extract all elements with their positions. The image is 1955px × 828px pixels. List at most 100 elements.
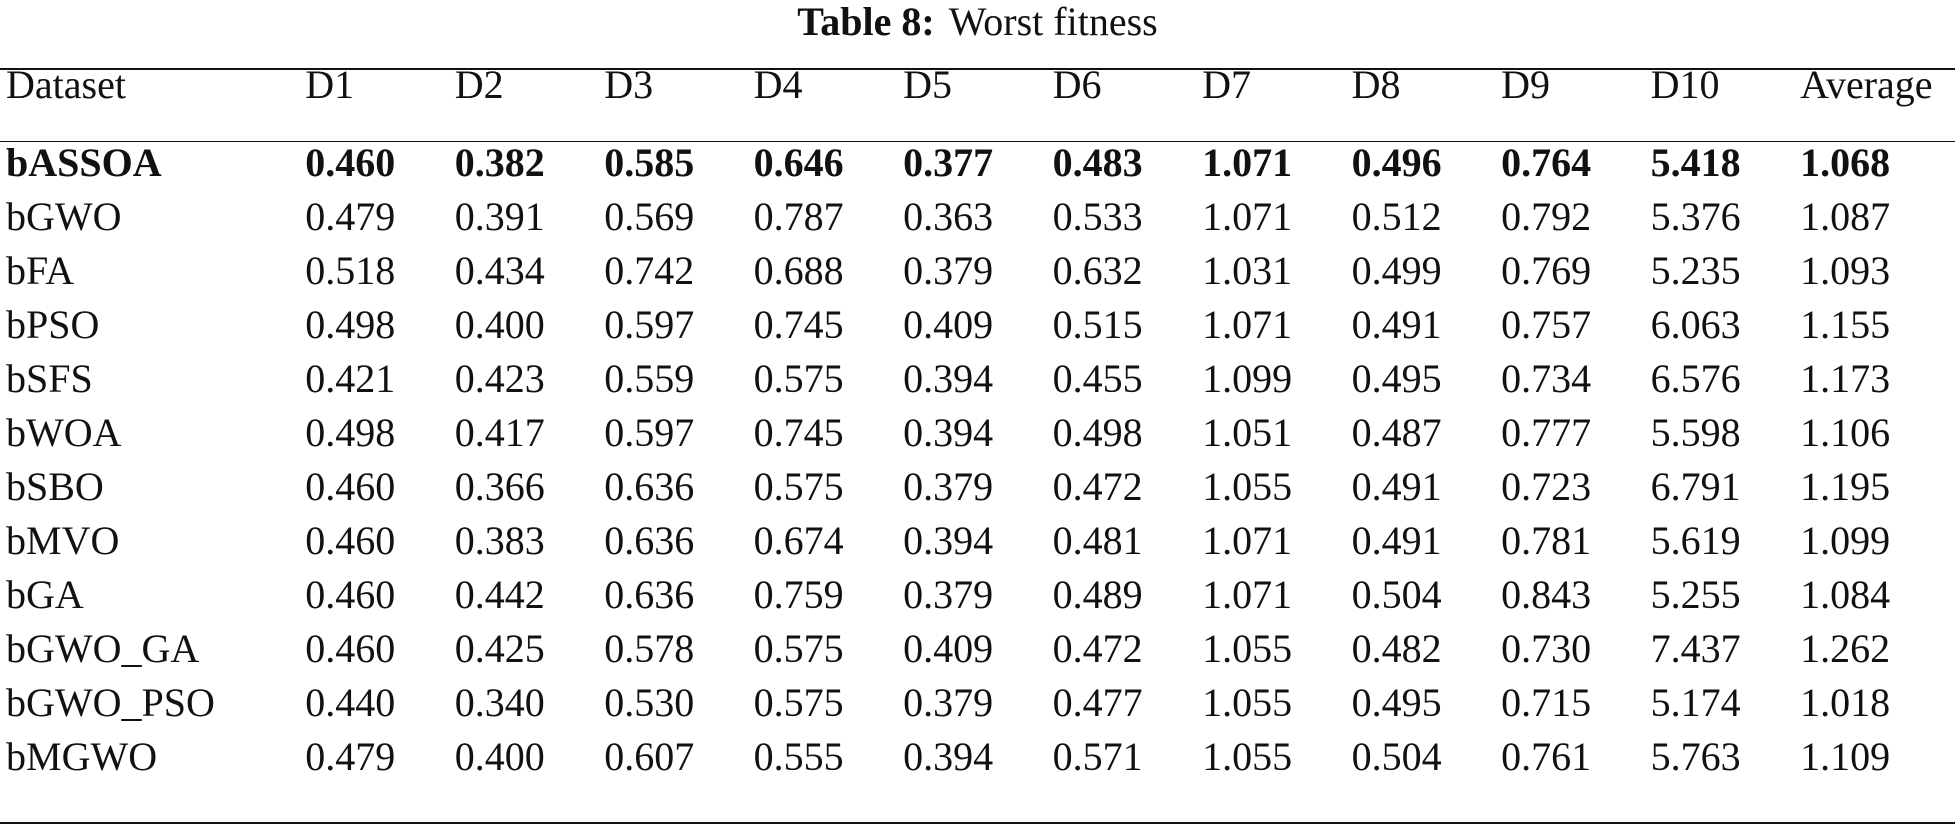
row-dataset-name: bPSO — [6, 301, 100, 347]
column-header: Average — [1800, 61, 1933, 107]
table-cell: 0.499 — [1351, 247, 1442, 293]
table-cell: 0.777 — [1501, 409, 1592, 455]
column-header: D9 — [1501, 61, 1550, 107]
table-cell: 0.636 — [604, 571, 695, 617]
column-header: D4 — [753, 61, 803, 107]
table-cell: 0.379 — [903, 679, 994, 725]
table-cell: 1.087 — [1800, 193, 1891, 239]
table-row: bASSOA 0.460 0.382 0.585 0.646 0.377 0.483 1.07… — [0, 135, 1955, 189]
table-row: bMGWO 0.479 0.400 0.607 0.555 0.394 0.571 1.055… — [0, 729, 1955, 783]
column-header: D10 — [1650, 61, 1720, 107]
row-dataset-name: bMVO — [6, 517, 120, 563]
table-row: bGA 0.460 0.442 0.636 0.759 0.379 0.489 1.071 0.… — [0, 567, 1955, 621]
table-cell: 1.262 — [1800, 625, 1891, 671]
row-dataset-name: bSBO — [6, 463, 104, 509]
table-header-rule — [0, 141, 1955, 142]
table-cell: 1.055 — [1202, 463, 1293, 509]
table-cell: 0.792 — [1501, 193, 1592, 239]
table-cell: 0.417 — [454, 409, 545, 455]
column-header: D6 — [1052, 61, 1102, 107]
table-cell: 0.434 — [454, 247, 545, 293]
table-cell: 0.477 — [1052, 679, 1143, 725]
table-cell: 0.607 — [604, 733, 695, 779]
table-cell: 0.400 — [454, 301, 545, 347]
table-cell: 0.394 — [903, 733, 994, 779]
table-cell: 0.498 — [305, 409, 396, 455]
table-cell: 5.255 — [1650, 571, 1741, 617]
table-cell: 0.764 — [1501, 139, 1592, 185]
column-header: D3 — [604, 61, 654, 107]
table-cell: 0.575 — [753, 355, 844, 401]
table-cell: 0.571 — [1052, 733, 1143, 779]
row-dataset-name: bGA — [6, 571, 84, 617]
table-cell: 0.491 — [1351, 301, 1442, 347]
table-cell: 0.383 — [454, 517, 545, 563]
table-cell: 0.394 — [903, 409, 994, 455]
table-cell: 0.379 — [903, 247, 994, 293]
table-cell: 0.504 — [1351, 733, 1442, 779]
table-cell: 0.400 — [454, 733, 545, 779]
table-cell: 6.576 — [1650, 355, 1741, 401]
table-row: bGWO_GA 0.460 0.425 0.578 0.575 0.409 0.472 1.0… — [0, 621, 1955, 675]
table-row: bSFS 0.421 0.423 0.559 0.575 0.394 0.455 1.099 0… — [0, 351, 1955, 405]
table-cell: 0.472 — [1052, 625, 1143, 671]
column-header: D2 — [454, 61, 504, 107]
column-header: D1 — [305, 61, 355, 107]
table-cell: 0.379 — [903, 463, 994, 509]
table-cell: 6.791 — [1650, 463, 1741, 509]
table-row: bMVO 0.460 0.383 0.636 0.674 0.394 0.481 1.071 0… — [0, 513, 1955, 567]
table-cell: 0.366 — [454, 463, 545, 509]
table-cell: 0.787 — [753, 193, 844, 239]
table-cell: 0.489 — [1052, 571, 1143, 617]
table-cell: 0.559 — [604, 355, 695, 401]
table-cell: 1.071 — [1202, 517, 1293, 563]
table-cell: 0.391 — [454, 193, 545, 239]
row-dataset-name: bMGWO — [6, 733, 158, 779]
table-cell: 0.455 — [1052, 355, 1143, 401]
table-cell: 0.460 — [305, 517, 396, 563]
table-cell: 0.440 — [305, 679, 396, 725]
table-cell: 0.472 — [1052, 463, 1143, 509]
table-cell: 0.530 — [604, 679, 695, 725]
column-header: Dataset — [6, 61, 126, 107]
table-row: bGWO 0.479 0.391 0.569 0.787 0.363 0.533 1.071 0… — [0, 189, 1955, 243]
table-cell: 6.063 — [1650, 301, 1741, 347]
table-cell: 0.636 — [604, 517, 695, 563]
row-dataset-name: bWOA — [6, 409, 122, 455]
table-cell: 0.585 — [604, 139, 695, 185]
table-cell: 1.084 — [1800, 571, 1891, 617]
table-cell: 5.619 — [1650, 517, 1741, 563]
table-cell: 0.781 — [1501, 517, 1592, 563]
worst-fitness-table: Dataset D1 D2 D3 D4 D5 D6 D7 D8 D9 D10 A… — [0, 52, 1955, 783]
column-header: D8 — [1351, 61, 1401, 107]
table-cell: 0.483 — [1052, 139, 1143, 185]
table-cell: 0.730 — [1501, 625, 1592, 671]
table-cell: 0.409 — [903, 625, 994, 671]
table-cell: 1.068 — [1800, 139, 1891, 185]
table-cell: 0.479 — [305, 193, 396, 239]
table-cell: 5.763 — [1650, 733, 1741, 779]
table-cell: 0.460 — [305, 139, 396, 185]
table-row: bPSO 0.498 0.400 0.597 0.745 0.409 0.515 1.071 0… — [0, 297, 1955, 351]
table-cell: 1.093 — [1800, 247, 1891, 293]
table-cell: 0.460 — [305, 625, 396, 671]
table-cell: 1.071 — [1202, 571, 1293, 617]
row-dataset-name: bGWO_GA — [6, 625, 200, 671]
table-cell: 0.495 — [1351, 679, 1442, 725]
table-cell: 0.843 — [1501, 571, 1592, 617]
table-cell: 1.106 — [1800, 409, 1891, 455]
table-cell: 0.533 — [1052, 193, 1143, 239]
table-bottom-rule — [0, 822, 1955, 824]
table-cell: 1.099 — [1202, 355, 1293, 401]
table-cell: 1.071 — [1202, 301, 1293, 347]
table-cell: 0.504 — [1351, 571, 1442, 617]
table-cell: 1.109 — [1800, 733, 1891, 779]
table-caption-title: Worst fitness — [948, 0, 1158, 44]
table-cell: 0.646 — [753, 139, 844, 185]
table-cell: 0.377 — [903, 139, 994, 185]
table-cell: 0.575 — [753, 679, 844, 725]
table-row: bGWO_PSO 0.440 0.340 0.530 0.575 0.379 0.477 1.… — [0, 675, 1955, 729]
column-header: D7 — [1202, 61, 1252, 107]
table-cell: 0.382 — [454, 139, 545, 185]
table-cell: 0.636 — [604, 463, 695, 509]
